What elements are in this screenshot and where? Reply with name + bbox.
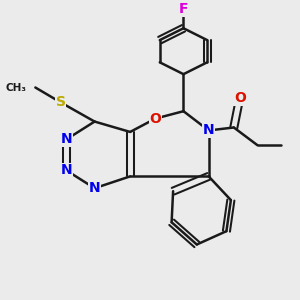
Text: S: S xyxy=(56,95,65,109)
Text: O: O xyxy=(149,112,161,126)
Text: N: N xyxy=(61,164,72,177)
Text: CH₃: CH₃ xyxy=(5,82,26,92)
Text: N: N xyxy=(89,181,100,195)
Text: N: N xyxy=(61,132,72,146)
Text: N: N xyxy=(203,124,214,137)
Text: O: O xyxy=(234,91,246,105)
Text: F: F xyxy=(179,2,188,16)
